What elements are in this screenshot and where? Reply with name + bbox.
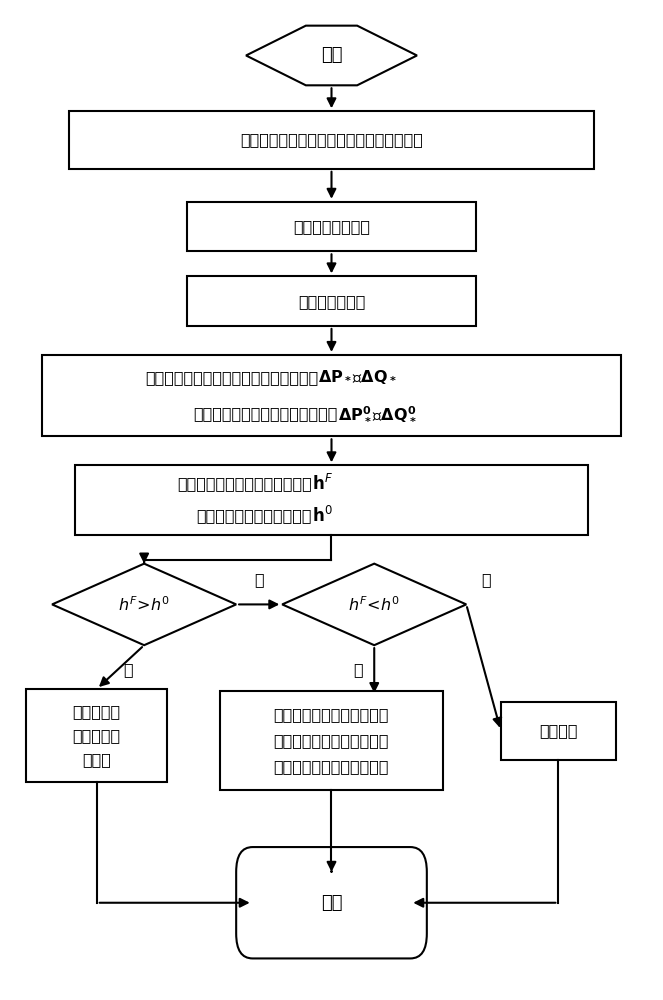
Text: 为牛顿法潮: 为牛顿法潮	[73, 728, 121, 743]
Text: 否: 否	[481, 572, 491, 587]
Text: $h^F\!<\!h^0$: $h^F\!<\!h^0$	[348, 595, 400, 614]
Text: 快速解耦法计算: 快速解耦法计算	[298, 294, 365, 309]
Text: 结束: 结束	[321, 894, 342, 912]
Bar	[187, 276, 476, 326]
Text: 计算平启动值的节点有功无功偏差: 计算平启动值的节点有功无功偏差	[194, 406, 338, 421]
Bar	[219, 691, 444, 790]
Text: $\mathbf{h}^F$: $\mathbf{h}^F$	[312, 474, 333, 494]
Bar	[42, 355, 621, 436]
Text: 进行基于网损等值负荷模型的直流潮流计算: 进行基于网损等值负荷模型的直流潮流计算	[240, 133, 423, 148]
Text: $\mathbf{\Delta P^0_*}$和$\mathbf{\Delta Q^0_*}$: $\mathbf{\Delta P^0_*}$和$\mathbf{\Delta …	[338, 404, 417, 423]
Text: 计算平启动值的的评价指标: 计算平启动值的的评价指标	[196, 508, 312, 523]
Text: 潮流启动的快速解耦法得到: 潮流启动的快速解耦法得到	[274, 733, 389, 748]
Text: 开始: 开始	[321, 46, 342, 64]
Text: 快速解耦法赋初值: 快速解耦法赋初值	[293, 219, 370, 234]
Bar	[68, 111, 595, 169]
Text: 二者皆可: 二者皆可	[539, 723, 577, 738]
Text: 是: 是	[353, 663, 363, 678]
Text: 平启动值作: 平启动值作	[73, 704, 121, 719]
Text: 计算快速解耦法结果的评价指标: 计算快速解耦法结果的评价指标	[177, 477, 312, 492]
Bar	[26, 689, 168, 782]
Bar	[501, 702, 616, 760]
Bar	[187, 202, 476, 251]
Text: $\mathbf{\Delta P_*}$和$\mathbf{\Delta Q_*}$: $\mathbf{\Delta P_*}$和$\mathbf{\Delta Q_…	[318, 369, 397, 386]
Text: 否: 否	[255, 572, 264, 587]
Text: 基于网损等值负荷模型直流: 基于网损等值负荷模型直流	[274, 707, 389, 722]
Text: 是: 是	[123, 663, 133, 678]
Text: $h^F\!>\!h^0$: $h^F\!>\!h^0$	[118, 595, 170, 614]
Bar	[75, 465, 588, 535]
Text: 计算快速解耦法结果的节点有功无功偏差: 计算快速解耦法结果的节点有功无功偏差	[145, 370, 318, 385]
Text: $\mathbf{h}^0$: $\mathbf{h}^0$	[312, 506, 332, 526]
Text: 流初值: 流初值	[82, 752, 111, 767]
Text: 的结果作为牛顿法潮流初值: 的结果作为牛顿法潮流初值	[274, 759, 389, 774]
